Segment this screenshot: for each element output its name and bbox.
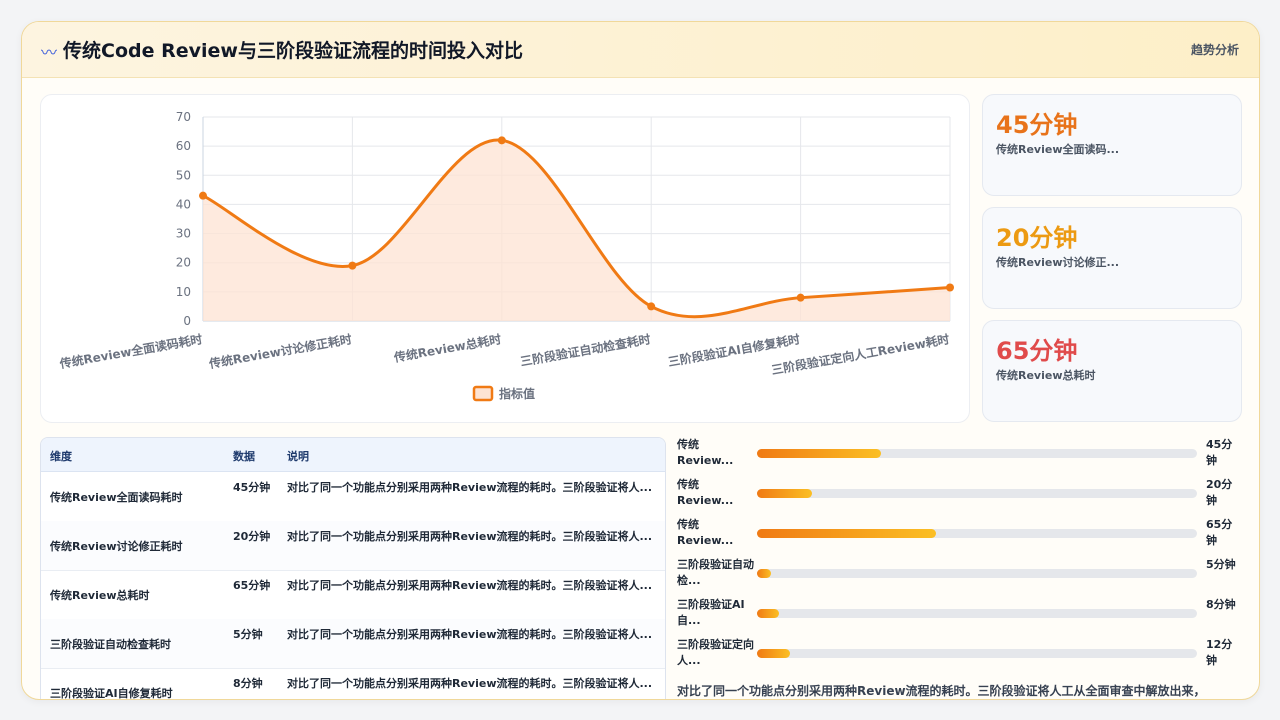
cell-data: 65分钟 bbox=[233, 579, 271, 592]
cell-description: 对比了同一个功能点分别采用两种Review流程的耗时。三阶段验证将人... bbox=[287, 579, 653, 592]
cell-data: 20分钟 bbox=[233, 530, 271, 543]
y-tick-label: 40 bbox=[176, 197, 191, 211]
progress-fill bbox=[757, 569, 771, 578]
progress-row: 三阶段验证AI自... 8分钟 bbox=[677, 597, 1247, 637]
progress-label: 三阶段验证AI自... bbox=[677, 598, 745, 627]
y-tick-label: 20 bbox=[176, 256, 191, 270]
dashboard-card: 〰 传统Code Review与三阶段验证流程的时间投入对比 趋势分析 0 10 2… bbox=[21, 21, 1260, 700]
data-point bbox=[497, 136, 506, 145]
chart-panel: 0 10 20 30 40 50 60 70 传统Review全面读码耗时 传统Review讨论修… bbox=[40, 94, 970, 423]
progress-value: 12分钟 bbox=[1206, 638, 1233, 667]
data-point bbox=[647, 302, 656, 311]
progress-label: 传统Review... bbox=[677, 438, 734, 467]
table-header: 维度 数据 说明 bbox=[41, 438, 665, 472]
cell-description: 对比了同一个功能点分别采用两种Review流程的耗时。三阶段验证将人... bbox=[287, 628, 653, 641]
progress-fill bbox=[757, 449, 881, 458]
chart-line-icon: 〰 bbox=[41, 43, 58, 62]
progress-track bbox=[757, 649, 1197, 658]
progress-row: 传统Review... 20分钟 bbox=[677, 477, 1247, 517]
table-row[interactable]: 传统Review讨论修正耗时 20分钟 对比了同一个功能点分别采用两种Revie… bbox=[41, 521, 665, 571]
cell-dimension: 传统Review讨论修正耗时 bbox=[50, 540, 183, 553]
area-chart: 0 10 20 30 40 50 60 70 传统Review全面读码耗时 传统Review讨论修… bbox=[58, 110, 954, 402]
summary-text: 对比了同一个功能点分别采用两种Review流程的耗时。三阶段验证将人工从全面审查… bbox=[677, 684, 1206, 698]
progress-fill bbox=[757, 529, 936, 538]
stat-label: 传统Review讨论修正... bbox=[996, 256, 1120, 269]
progress-value: 8分钟 bbox=[1206, 598, 1236, 611]
progress-track bbox=[757, 449, 1197, 458]
data-point bbox=[199, 191, 207, 200]
data-point bbox=[796, 293, 805, 302]
table-row[interactable]: 三阶段验证自动检查耗时 5分钟 对比了同一个功能点分别采用两种Review流程的… bbox=[41, 619, 665, 669]
series-line bbox=[202, 138, 951, 319]
y-tick-label: 70 bbox=[176, 110, 191, 124]
progress-track bbox=[757, 609, 1197, 618]
x-tick-label: 传统Review全面读码耗时 bbox=[58, 331, 204, 371]
stat-card: 45分钟 传统Review全面读码... bbox=[982, 94, 1242, 196]
progress-row: 传统Review... 65分钟 bbox=[677, 517, 1247, 557]
progress-track bbox=[757, 529, 1197, 538]
stat-card: 65分钟 传统Review总耗时 bbox=[982, 320, 1242, 422]
progress-value: 5分钟 bbox=[1206, 558, 1236, 571]
page-title: 传统Code Review与三阶段验证流程的时间投入对比 bbox=[63, 40, 523, 62]
progress-label: 三阶段验证自动检... bbox=[677, 558, 754, 587]
legend-swatch bbox=[472, 385, 494, 402]
y-tick-label: 30 bbox=[176, 227, 191, 241]
header-bar: 〰 传统Code Review与三阶段验证流程的时间投入对比 趋势分析 bbox=[22, 22, 1259, 78]
y-tick-label: 60 bbox=[176, 139, 191, 153]
progress-label: 传统Review... bbox=[677, 478, 734, 507]
cell-data: 5分钟 bbox=[233, 628, 263, 641]
column-header[interactable]: 数据 bbox=[233, 450, 255, 463]
data-point bbox=[946, 283, 954, 292]
x-tick-label: 传统Review讨论修正耗时 bbox=[207, 331, 353, 371]
progress-label: 传统Review... bbox=[677, 518, 734, 547]
cell-data: 45分钟 bbox=[233, 481, 271, 494]
stat-value: 65分钟 bbox=[996, 337, 1078, 365]
table-row[interactable]: 传统Review总耗时 65分钟 对比了同一个功能点分别采用两种Review流程… bbox=[41, 570, 665, 620]
progress-track bbox=[757, 489, 1197, 498]
stat-value: 20分钟 bbox=[996, 224, 1078, 252]
progress-fill bbox=[757, 489, 812, 498]
cell-dimension: 传统Review总耗时 bbox=[50, 589, 150, 602]
x-tick-label: 传统Review总耗时 bbox=[392, 331, 502, 365]
data-table: 维度 数据 说明 传统Review全面读码耗时 45分钟 对比了同一个功能点分别… bbox=[40, 437, 666, 700]
progress-fill bbox=[757, 649, 790, 658]
cell-description: 对比了同一个功能点分别采用两种Review流程的耗时。三阶段验证将人... bbox=[287, 677, 653, 690]
y-tick-label: 10 bbox=[176, 285, 191, 299]
cell-description: 对比了同一个功能点分别采用两种Review流程的耗时。三阶段验证将人... bbox=[287, 530, 653, 543]
y-tick-label: 50 bbox=[176, 168, 191, 182]
column-header[interactable]: 说明 bbox=[287, 450, 309, 463]
progress-row: 三阶段验证定向人... 12分钟 bbox=[677, 637, 1247, 677]
cell-data: 8分钟 bbox=[233, 677, 263, 690]
stat-card: 20分钟 传统Review讨论修正... bbox=[982, 207, 1242, 309]
progress-fill bbox=[757, 609, 779, 618]
stat-label: 传统Review总耗时 bbox=[996, 369, 1096, 382]
progress-value: 45分钟 bbox=[1206, 438, 1233, 467]
column-header[interactable]: 维度 bbox=[50, 450, 72, 463]
data-point bbox=[348, 261, 357, 270]
trend-analysis-button[interactable]: 趋势分析 bbox=[1190, 43, 1239, 57]
legend-label: 指标值 bbox=[499, 386, 535, 401]
cell-dimension: 传统Review全面读码耗时 bbox=[50, 491, 183, 504]
cell-dimension: 三阶段验证AI自修复耗时 bbox=[50, 687, 173, 700]
progress-track bbox=[757, 569, 1197, 578]
y-tick-label: 0 bbox=[183, 314, 191, 328]
progress-value: 65分钟 bbox=[1206, 518, 1233, 547]
table-row[interactable]: 传统Review全面读码耗时 45分钟 对比了同一个功能点分别采用两种Revie… bbox=[41, 472, 665, 522]
series-area bbox=[203, 140, 950, 321]
progress-row: 传统Review... 45分钟 bbox=[677, 437, 1247, 477]
cell-dimension: 三阶段验证自动检查耗时 bbox=[50, 638, 171, 651]
stat-label: 传统Review全面读码... bbox=[996, 143, 1120, 156]
progress-label: 三阶段验证定向人... bbox=[677, 638, 754, 667]
progress-value: 20分钟 bbox=[1206, 478, 1233, 507]
progress-row: 三阶段验证自动检... 5分钟 bbox=[677, 557, 1247, 597]
cell-description: 对比了同一个功能点分别采用两种Review流程的耗时。三阶段验证将人... bbox=[287, 481, 653, 494]
stat-value: 45分钟 bbox=[996, 111, 1078, 139]
x-tick-label: 三阶段验证自动检查耗时 bbox=[519, 331, 652, 369]
table-row[interactable]: 三阶段验证AI自修复耗时 8分钟 对比了同一个功能点分别采用两种Review流程… bbox=[41, 668, 665, 700]
